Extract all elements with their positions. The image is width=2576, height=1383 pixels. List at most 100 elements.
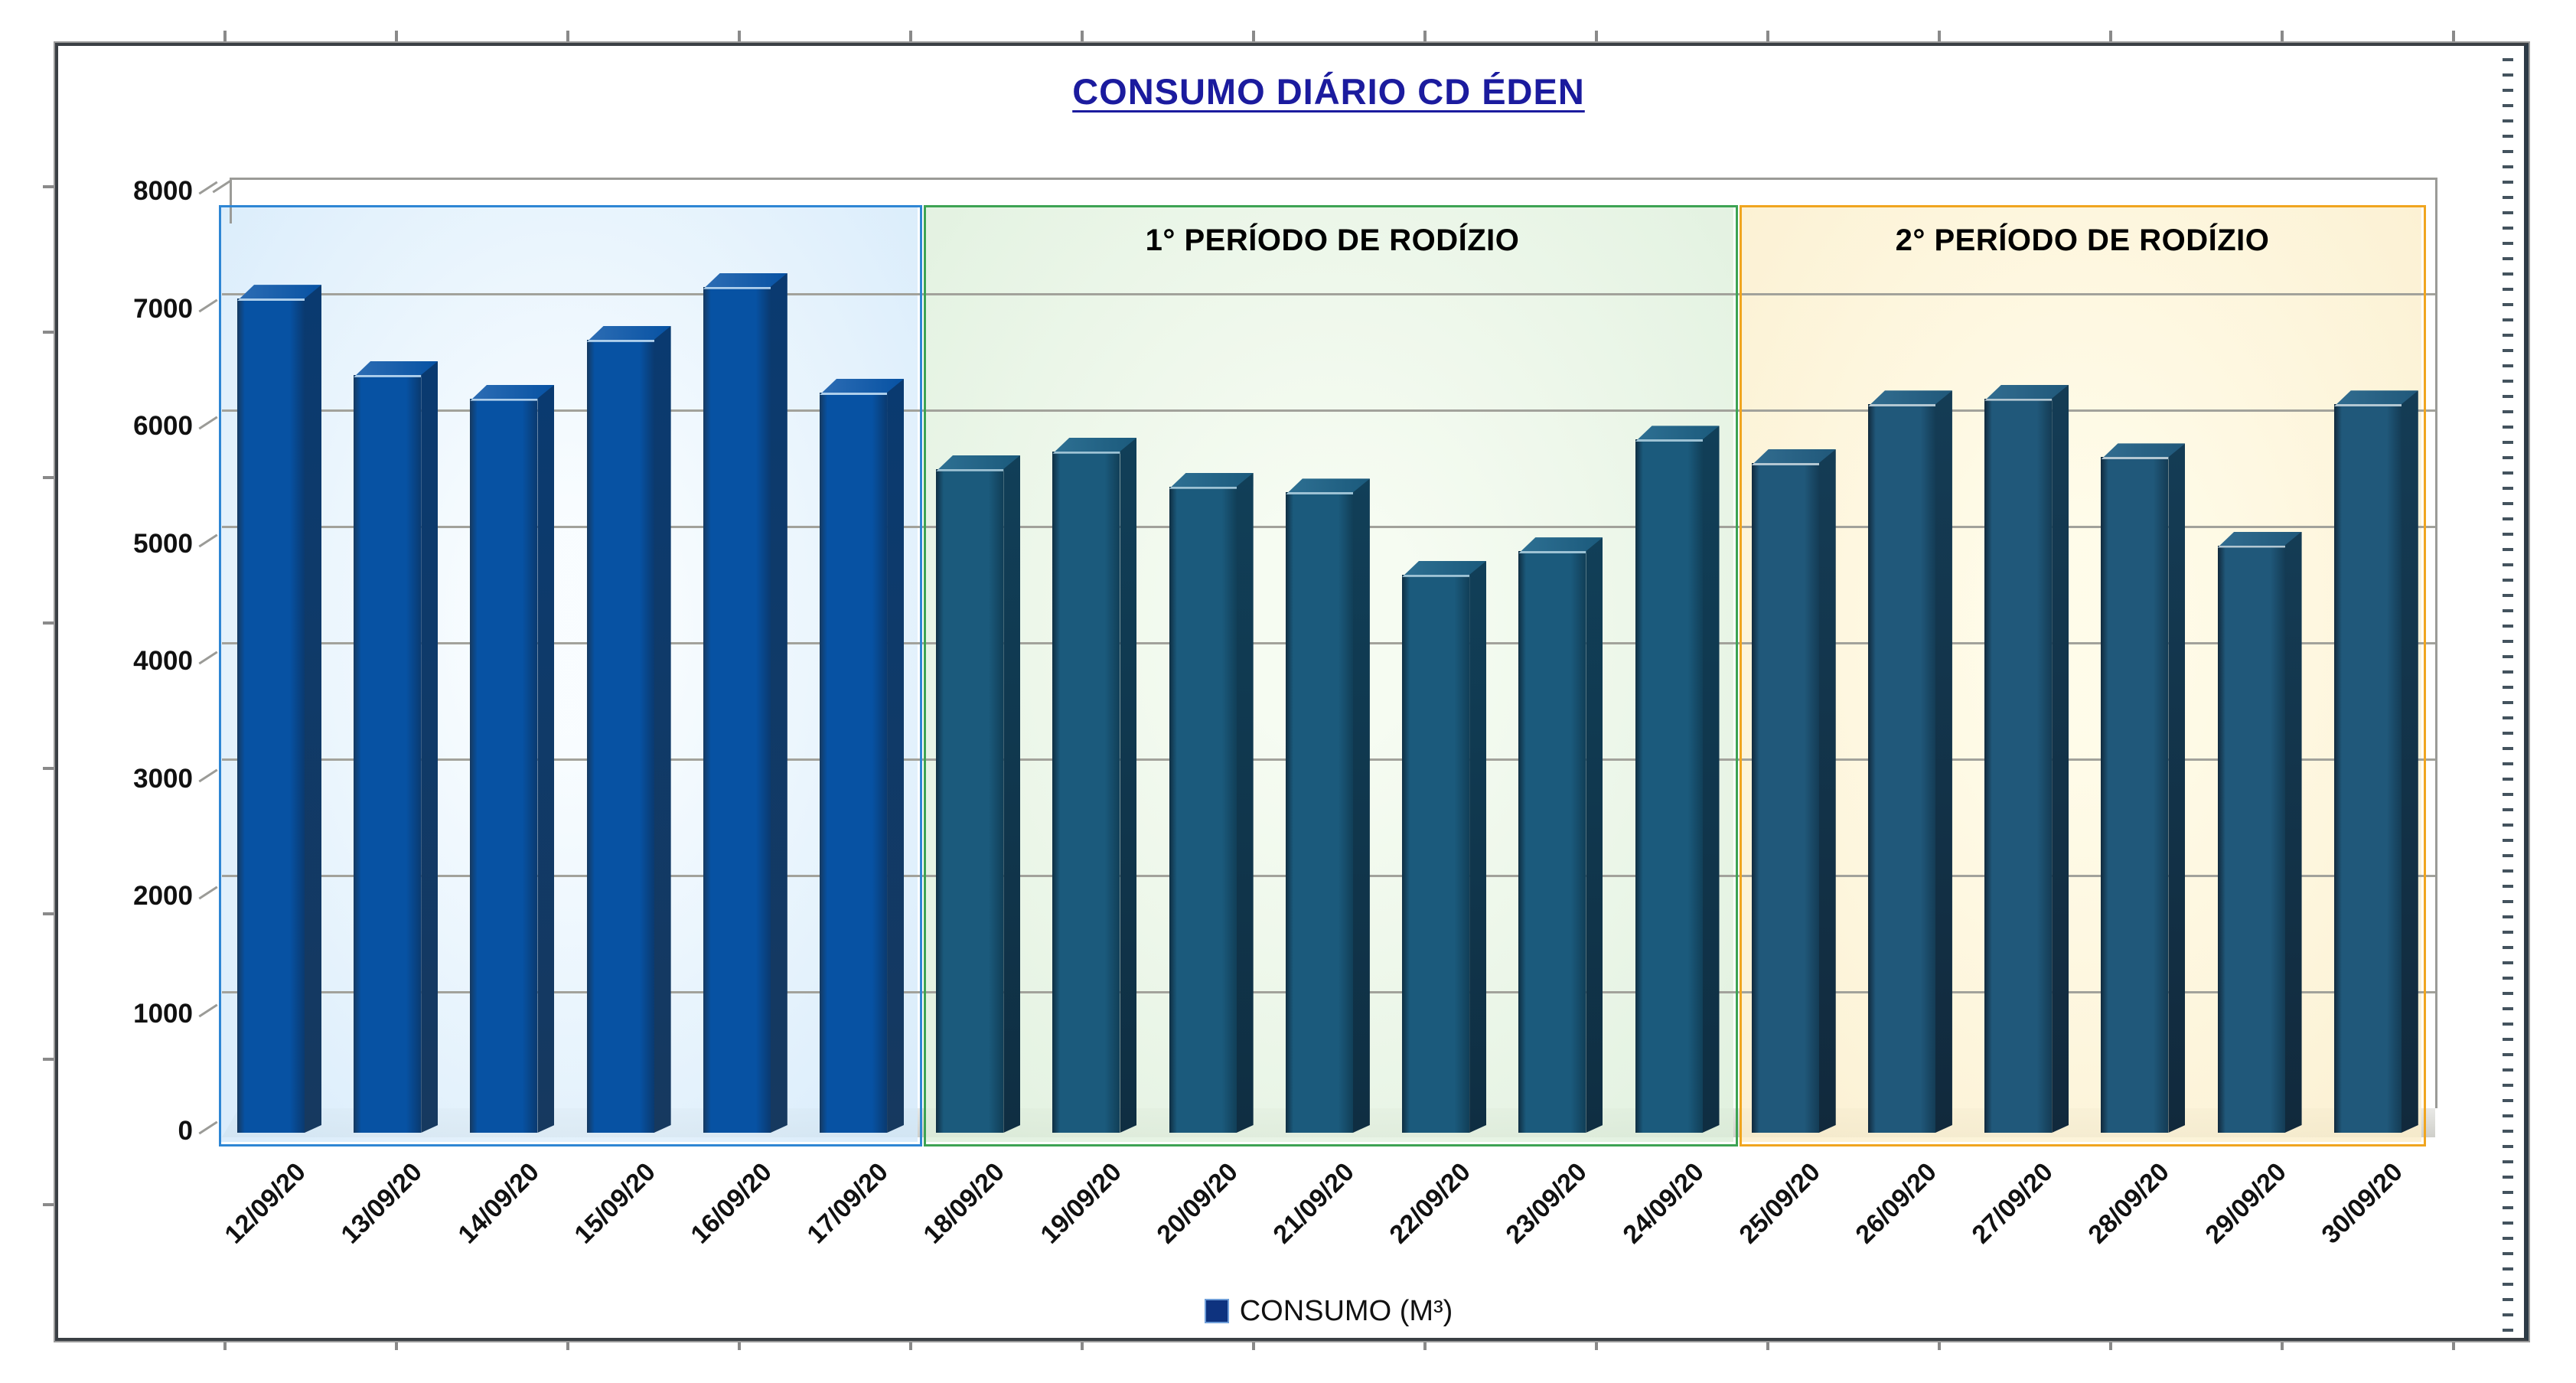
region-fill-2 (1739, 205, 2421, 1142)
bar-17/09/20 (820, 393, 887, 1133)
region-border-2 (1739, 205, 2426, 1147)
bar-top-face (1518, 537, 1603, 553)
bar-30/09/20 (2333, 404, 2402, 1133)
y-axis-label-3000: 3000 (133, 763, 193, 794)
y-axis-label-0: 0 (178, 1116, 193, 1146)
y-axis-tick-4000 (198, 651, 218, 665)
back-wall-right (2435, 178, 2437, 1108)
bar-front (1285, 492, 1353, 1133)
bar-28/09/20 (2101, 457, 2168, 1133)
bar-front (936, 468, 1004, 1133)
bar-20/09/20 (1169, 487, 1237, 1133)
bar-side-face (2402, 390, 2418, 1133)
y-axis-tick-7000 (198, 298, 218, 312)
bar-top-face (2101, 443, 2185, 459)
region-fill-0 (219, 205, 918, 1142)
bar-front (1052, 451, 1120, 1133)
region-label-periodo-2: 2° PERÍODO DE RODÍZIO (1895, 223, 2270, 257)
bar-12/09/20 (237, 298, 305, 1133)
bar-top-face (470, 385, 554, 401)
bar-side-face (1237, 473, 1254, 1133)
bar-side-face (2168, 443, 2185, 1133)
bar-top-face (2218, 532, 2302, 548)
bar-15/09/20 (586, 339, 654, 1133)
y-axis-tick-5000 (198, 533, 218, 547)
bar-front (470, 398, 538, 1133)
region-border-1 (924, 205, 1738, 1147)
bar-side-face (771, 273, 787, 1133)
bar-front (237, 298, 305, 1133)
legend: CONSUMO (M³) (222, 1292, 2435, 1330)
bar-19/09/20 (1052, 452, 1120, 1133)
y-axis-label-8000: 8000 (133, 176, 193, 206)
bar-14/09/20 (470, 399, 537, 1133)
bar-side-face (2285, 532, 2302, 1133)
bar-top-face (703, 273, 787, 289)
y-axis-tick-6000 (198, 416, 218, 430)
bar-side-face (537, 385, 554, 1133)
bar-side-face (1469, 561, 1486, 1133)
bar-front (1867, 404, 1935, 1133)
bar-front (1169, 486, 1237, 1133)
y-axis-tick-2000 (198, 886, 218, 900)
gridline-7000 (222, 293, 2435, 295)
bar-side-face (654, 326, 671, 1133)
bar-front (1751, 463, 1819, 1133)
bar-top-face (1052, 438, 1136, 454)
bar-side-face (2052, 385, 2069, 1133)
bar-24/09/20 (1635, 439, 1703, 1133)
bar-top-face (1868, 390, 1952, 406)
bar-top-face (354, 361, 438, 377)
y-axis-label-6000: 6000 (133, 411, 193, 441)
bar-side-face (1353, 478, 1370, 1133)
y-axis-tick-1000 (198, 1003, 218, 1017)
bar-top-face (820, 379, 904, 395)
bar-top-face (1635, 426, 1720, 442)
region-label-periodo-1: 1° PERÍODO DE RODÍZIO (1145, 223, 1520, 257)
y-axis-label-4000: 4000 (133, 646, 193, 676)
back-wall-top (230, 178, 2435, 180)
bar-27/09/20 (1984, 399, 2052, 1133)
bar-front (2101, 457, 2169, 1133)
bar-top-face (936, 455, 1020, 471)
y-axis-label-5000: 5000 (133, 528, 193, 559)
frame-ticks-bottom (55, 1338, 2521, 1350)
bar-16/09/20 (703, 287, 771, 1133)
gridline-6000 (222, 409, 2435, 412)
bar-side-face (421, 361, 438, 1133)
bar-25/09/20 (1751, 463, 1819, 1133)
bar-top-face (1752, 449, 1836, 465)
chart-title: CONSUMO DIÁRIO CD ÉDEN (1072, 71, 1585, 112)
frame-ticks-right (2503, 46, 2513, 1332)
bar-front (1402, 574, 1470, 1133)
bar-29/09/20 (2217, 545, 2285, 1133)
bar-18/09/20 (936, 469, 1003, 1133)
bar-front (1984, 398, 2053, 1133)
bar-top-face (2334, 390, 2418, 406)
y-axis-label-7000: 7000 (133, 293, 193, 324)
bar-22/09/20 (1402, 575, 1469, 1133)
bar-23/09/20 (1518, 551, 1586, 1133)
region-border-0 (219, 205, 923, 1147)
y-axis-tick-0 (198, 1120, 218, 1135)
y-axis-label-1000: 1000 (133, 998, 193, 1029)
y-axis-tick-8000 (198, 181, 218, 195)
bar-top-face (237, 285, 321, 301)
bar-front (2333, 404, 2402, 1133)
bar-front (820, 392, 888, 1133)
bar-side-face (1120, 438, 1136, 1133)
frame-ticks-left (43, 43, 55, 1335)
bar-front (1518, 551, 1586, 1133)
legend-label: CONSUMO (M³) (1239, 1294, 1453, 1327)
bar-side-face (1935, 390, 1952, 1133)
back-wall-left (230, 178, 232, 223)
bar-front (1635, 439, 1703, 1133)
bar-front (586, 339, 654, 1133)
bar-front (2217, 545, 2285, 1133)
legend-marker-icon (1204, 1299, 1229, 1323)
bar-side-face (1819, 449, 1836, 1133)
bar-side-face (305, 285, 321, 1133)
frame-ticks-top (55, 31, 2521, 43)
